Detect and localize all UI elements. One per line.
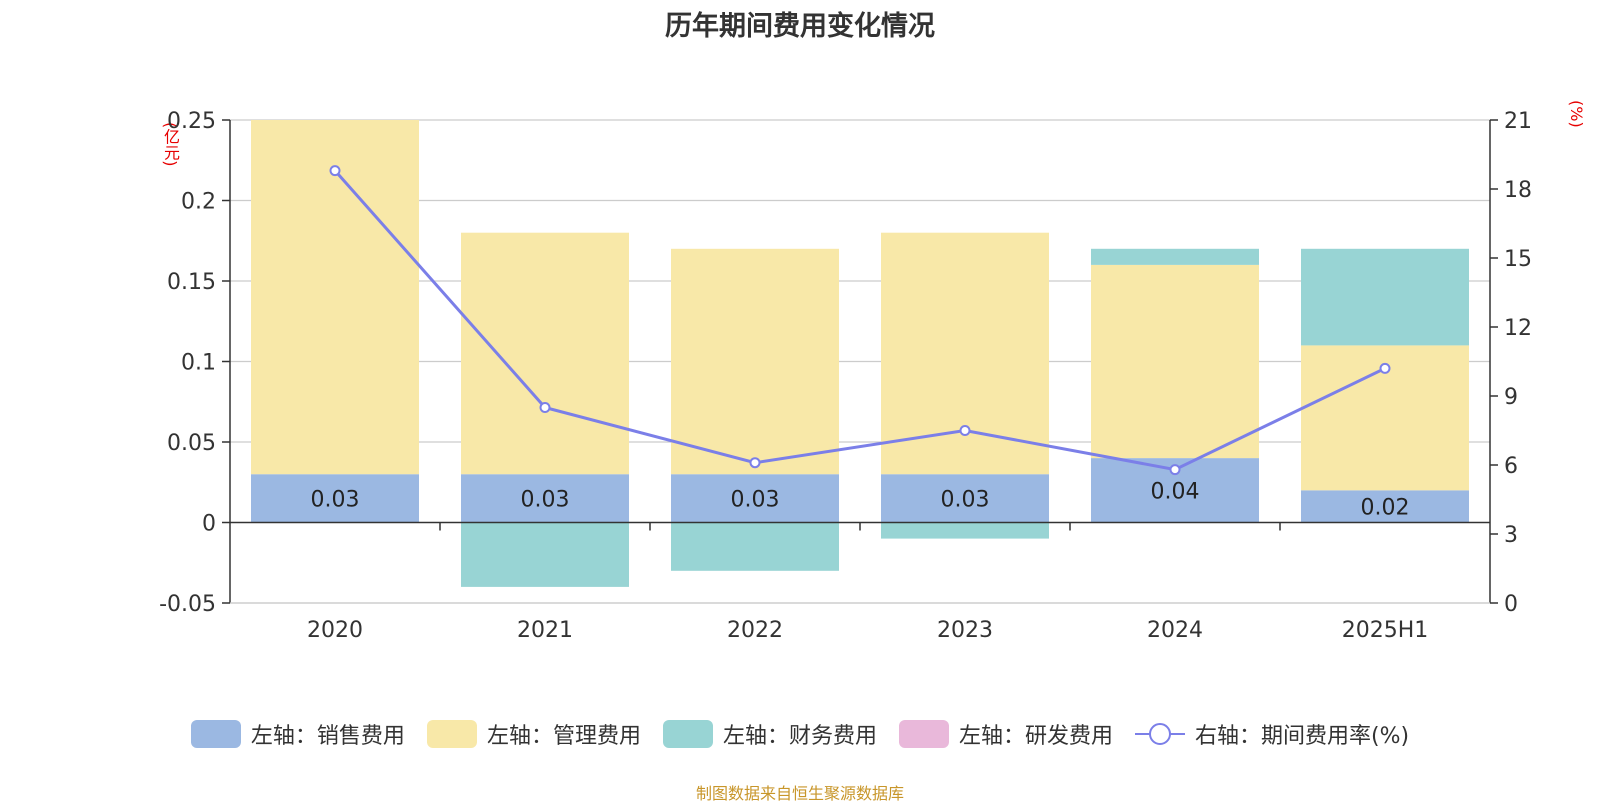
bar-data-label: 0.04 — [1151, 479, 1200, 504]
legend-swatch-finance — [662, 720, 713, 748]
right-axis-tick-label: 6 — [1504, 454, 1518, 479]
left-axis-tick-label: 0.25 — [167, 109, 216, 134]
legend-line-marker-icon — [1134, 723, 1185, 745]
bar-series1-2022 — [671, 248, 839, 475]
bar-series0-2023 — [881, 474, 1049, 523]
category-label-2021: 2021 — [517, 618, 573, 643]
expense-rate-point-2023 — [959, 425, 971, 436]
legend-swatch-sales — [190, 720, 241, 748]
legend: 左轴：销售费用 左轴：管理费用 左轴：财务费用 左轴：研发费用 右轴：期间费用率… — [0, 718, 1600, 750]
legend-item-sales[interactable]: 左轴：销售费用 — [190, 718, 405, 750]
left-axis-tick-label: 0.15 — [167, 270, 216, 295]
right-axis-tick-label: 0 — [1504, 592, 1518, 617]
bar-series2-2022 — [671, 522, 839, 571]
bar-data-label: 0.03 — [311, 487, 360, 512]
category-label-2022: 2022 — [727, 618, 783, 643]
bar-series0-2021 — [461, 474, 629, 523]
bar-series0-2022 — [671, 474, 839, 523]
bar-series2-2021 — [461, 522, 629, 587]
bar-data-label: 0.03 — [941, 487, 990, 512]
expense-rate-point-2025H1 — [1379, 362, 1391, 374]
category-label-2023: 2023 — [937, 618, 993, 643]
legend-item-admin[interactable]: 左轴：管理费用 — [426, 718, 641, 750]
left-axis-tick-label: 0.1 — [181, 351, 216, 376]
right-axis-tick-label: 15 — [1504, 247, 1532, 272]
left-axis-tick-label: 0.05 — [167, 431, 216, 456]
left-axis-tick-label: 0.2 — [181, 190, 216, 215]
expense-rate-point-2022 — [749, 457, 761, 469]
expense-rate-line — [333, 169, 1386, 472]
legend-label-sales: 左轴：销售费用 — [250, 724, 405, 749]
left-axis-tick-label: -0.05 — [159, 592, 216, 617]
category-label-2020: 2020 — [307, 618, 363, 643]
left-axis-unit: (亿元) — [161, 122, 180, 167]
bar-series1-2024 — [1091, 264, 1259, 459]
expense-rate-point-2024 — [1169, 464, 1181, 476]
bar-series2-2025H1 — [1301, 248, 1469, 346]
right-axis-tick-label: 9 — [1504, 385, 1518, 410]
bar-series1-2023 — [881, 232, 1049, 475]
right-axis-tick-label: 18 — [1504, 178, 1532, 203]
left-axis-tick-label: 0 — [202, 512, 216, 537]
legend-item-rnd[interactable]: 左轴：研发费用 — [898, 718, 1113, 750]
bar-series1-2020 — [251, 120, 419, 475]
category-label-2025H1: 2025H1 — [1342, 618, 1429, 643]
legend-item-finance[interactable]: 左轴：财务费用 — [662, 718, 877, 750]
right-axis-tick-label: 21 — [1504, 109, 1532, 134]
expense-rate-point-2021 — [539, 402, 551, 413]
bar-series2-2024 — [1091, 248, 1259, 265]
legend-label-expense-rate: 右轴：期间费用率(%) — [1194, 724, 1410, 749]
bar-data-label: 0.03 — [731, 487, 780, 512]
bar-series0-2020 — [251, 474, 419, 523]
legend-label-finance: 左轴：财务费用 — [722, 724, 877, 749]
legend-swatch-rnd — [898, 720, 949, 748]
source-note: 制图数据来自恒生聚源数据库 — [695, 784, 904, 803]
legend-swatch-admin — [426, 720, 477, 748]
legend-label-admin: 左轴：管理费用 — [486, 724, 641, 749]
plot-area: -0.05 0 0.05 0.1 0.15 0.2 0.25 0 3 6 9 12 15 18 21 0.03… — [159, 109, 1532, 643]
bar-series1-2021 — [461, 232, 629, 475]
right-axis-unit: (%) — [1567, 100, 1586, 128]
legend-label-rnd: 左轴：研发费用 — [958, 724, 1113, 749]
chart-title: 历年期间费用变化情况 — [665, 11, 935, 42]
bar-data-label: 0.03 — [521, 487, 570, 512]
bar-series2-2023 — [881, 522, 1049, 539]
bar-data-label: 0.02 — [1361, 495, 1410, 520]
bar-series0-2025H1 — [1301, 490, 1469, 523]
expense-rate-point-2020 — [329, 165, 341, 177]
legend-item-expense-rate[interactable]: 右轴：期间费用率(%) — [1134, 718, 1410, 750]
right-axis-tick-label: 3 — [1504, 523, 1518, 548]
category-label-2024: 2024 — [1147, 618, 1203, 643]
right-axis-tick-label: 12 — [1504, 316, 1532, 341]
